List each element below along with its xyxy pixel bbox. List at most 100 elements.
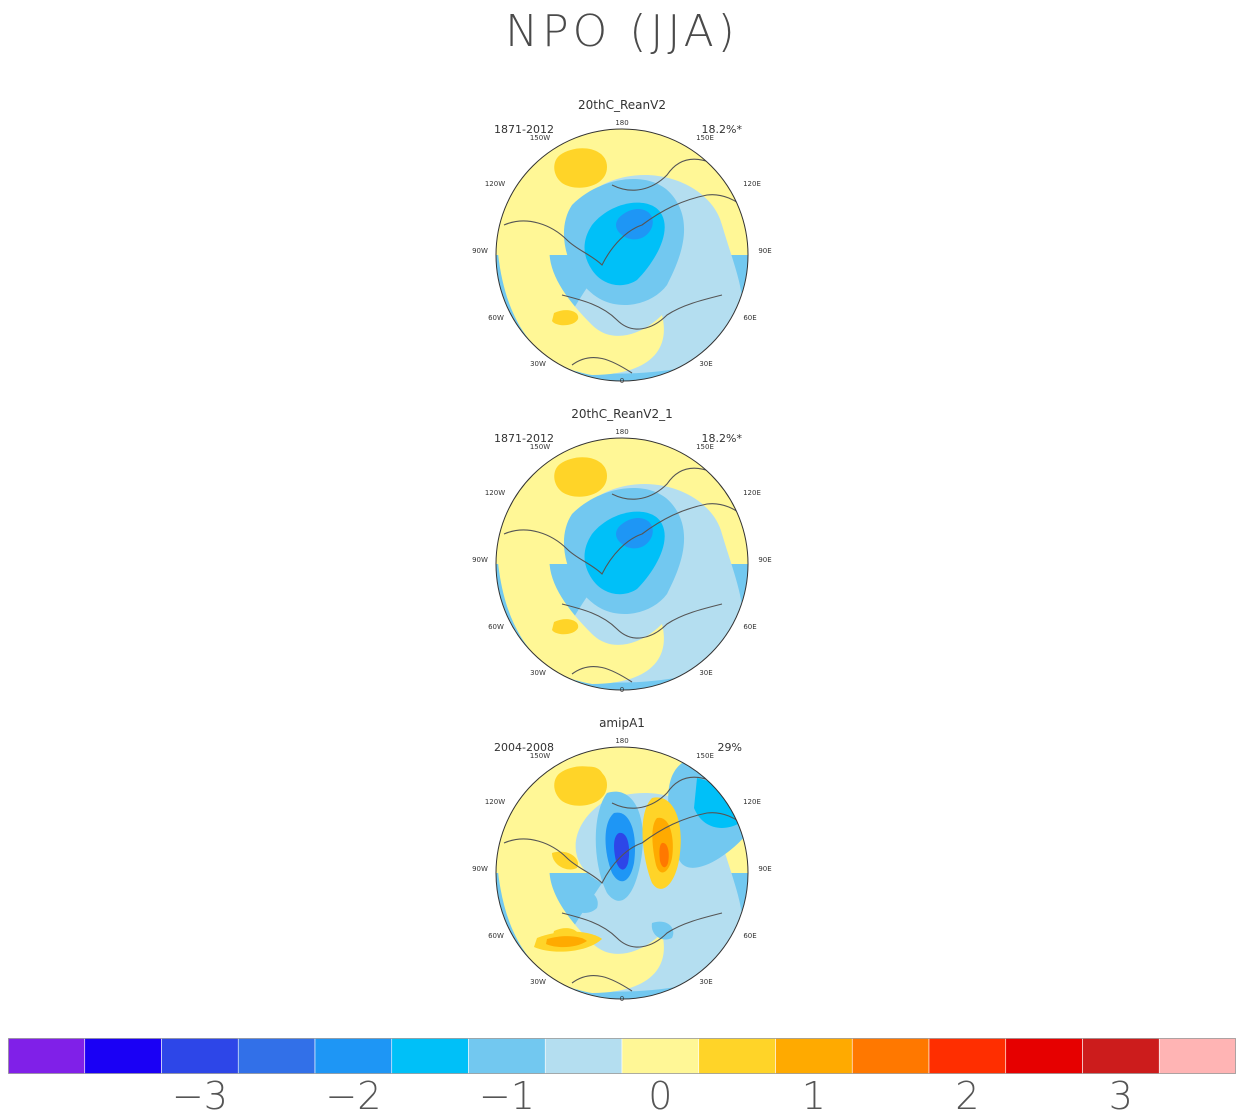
longitude-label: 60W xyxy=(488,314,504,322)
longitude-label: 30W xyxy=(530,669,546,677)
colorbar-tick-label: 1 xyxy=(801,1074,826,1118)
colorbar-swatch xyxy=(7,1037,86,1075)
polar-map xyxy=(495,746,749,1000)
colorbar-swatch xyxy=(84,1037,162,1075)
map-contour-region xyxy=(554,148,607,188)
map-contour-region xyxy=(552,619,579,635)
panel-period: 2004-2008 xyxy=(494,741,554,754)
colorbar-swatch xyxy=(1005,1037,1083,1075)
longitude-label: 120W xyxy=(484,180,506,188)
map-contour-region xyxy=(554,457,607,497)
map-contour-region xyxy=(496,134,664,375)
longitude-label: 90W xyxy=(472,556,488,564)
colorbar-swatch xyxy=(775,1037,853,1075)
panel-title: 20thC_ReanV2 xyxy=(578,98,666,112)
colorbar-tick-label: 2 xyxy=(955,1074,980,1118)
panel-variance-percent: 18.2%* xyxy=(701,123,742,136)
colorbar-swatch xyxy=(1082,1037,1160,1075)
longitude-label: 0 xyxy=(619,995,625,1003)
coastline xyxy=(503,776,747,992)
map-contour-region xyxy=(552,851,578,870)
map-contour-region xyxy=(616,517,653,549)
colorbar-frame xyxy=(8,1038,1236,1074)
longitude-label: 150E xyxy=(696,443,714,451)
longitude-label: 150E xyxy=(696,134,714,142)
longitude-label: 120E xyxy=(743,489,761,497)
panel-period: 1871-2012 xyxy=(494,123,554,136)
map-contour-region xyxy=(552,310,579,326)
colorbar-swatch xyxy=(544,1037,623,1075)
longitude-label: 30W xyxy=(530,978,546,986)
longitude-label: 30E xyxy=(699,669,713,677)
colorbar-tick-label: −1 xyxy=(478,1074,535,1118)
longitude-label: 60E xyxy=(743,623,757,631)
map-border xyxy=(495,437,749,691)
longitude-label: 30E xyxy=(699,978,713,986)
polar-map xyxy=(495,437,749,691)
colorbar-swatch xyxy=(1158,1037,1237,1075)
map-contour-region xyxy=(496,752,664,993)
colorbar-swatch xyxy=(851,1037,930,1075)
longitude-label: 30E xyxy=(699,360,713,368)
map-contour-region xyxy=(651,921,674,940)
longitude-label: 120E xyxy=(743,798,761,806)
colorbar-swatch xyxy=(314,1037,393,1075)
colorbar xyxy=(7,1037,1237,1075)
polar-map xyxy=(495,128,749,382)
map-contour-region xyxy=(581,766,604,785)
coastline xyxy=(503,467,747,683)
longitude-label: 60E xyxy=(743,932,757,940)
colorbar-tick-label: −2 xyxy=(325,1074,382,1118)
panel-variance-percent: 18.2%* xyxy=(701,432,742,445)
map-contour-region xyxy=(546,936,587,948)
longitude-label: 30W xyxy=(530,360,546,368)
colorbar-swatch xyxy=(928,1037,1007,1075)
longitude-label: 60W xyxy=(488,932,504,940)
colorbar-swatch xyxy=(237,1037,316,1075)
longitude-label: 120W xyxy=(484,489,506,497)
map-border xyxy=(495,746,749,1000)
map-panel: amipA1 2004-2008 29% 180 150E 120E 90E 60E 30E 0 3… xyxy=(460,716,784,1016)
longitude-label: 150E xyxy=(696,752,714,760)
longitude-label: 90W xyxy=(472,865,488,873)
main-title: NPO (JJA) xyxy=(505,6,739,57)
colorbar-swatch xyxy=(698,1037,776,1075)
map-contour-region xyxy=(562,888,598,913)
colorbar-swatch xyxy=(468,1037,546,1075)
map-contour-region xyxy=(642,439,748,524)
map-panel: 20thC_ReanV2 1871-2012 18.2%* 180 150E 120E 90… xyxy=(460,98,784,398)
map-contour-region xyxy=(659,842,669,868)
colorbar-swatch xyxy=(391,1037,469,1075)
longitude-label: 180 xyxy=(615,428,629,436)
longitude-label: 60W xyxy=(488,623,504,631)
map-contour-region xyxy=(496,443,664,684)
colorbar-tick-label: 0 xyxy=(648,1074,673,1118)
longitude-label: 180 xyxy=(615,737,629,745)
map-contour-region xyxy=(642,130,748,215)
longitude-label: 90E xyxy=(758,865,772,873)
longitude-label: 150W xyxy=(529,443,551,451)
longitude-label: 120E xyxy=(743,180,761,188)
panel-title: 20thC_ReanV2_1 xyxy=(571,407,673,421)
longitude-label: 150W xyxy=(529,134,551,142)
panel-title: amipA1 xyxy=(599,716,645,730)
panel-period: 1871-2012 xyxy=(494,432,554,445)
colorbar-tick-label: −3 xyxy=(171,1074,228,1118)
map-border xyxy=(495,128,749,382)
longitude-label: 120W xyxy=(484,798,506,806)
map-panel: 20thC_ReanV2_1 1871-2012 18.2%* 180 150E 120E… xyxy=(460,407,784,707)
longitude-label: 90E xyxy=(758,556,772,564)
longitude-label: 0 xyxy=(619,686,625,694)
colorbar-tick-label: 3 xyxy=(1108,1074,1133,1118)
longitude-label: 180 xyxy=(615,119,629,127)
colorbar-swatch xyxy=(621,1037,700,1075)
longitude-label: 90W xyxy=(472,247,488,255)
map-contour-region xyxy=(616,208,653,240)
longitude-label: 0 xyxy=(619,377,625,385)
panel-variance-percent: 29% xyxy=(717,741,742,754)
longitude-label: 60E xyxy=(743,314,757,322)
longitude-label: 150W xyxy=(529,752,551,760)
coastline xyxy=(503,158,747,374)
colorbar-swatch xyxy=(161,1037,239,1075)
longitude-label: 90E xyxy=(758,247,772,255)
